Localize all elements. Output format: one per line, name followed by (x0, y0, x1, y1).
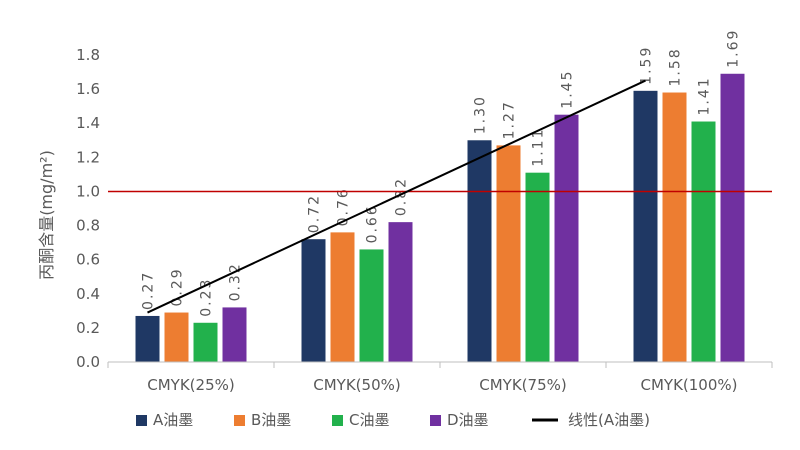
bar (301, 239, 326, 362)
data-label: 0.66 (365, 204, 381, 243)
y-ticks: 0.0 0.2 0.4 0.6 0.8 1.0 1.2 1.4 1.6 1.8 (76, 46, 100, 371)
data-label: 0.32 (228, 262, 244, 301)
legend-swatch (234, 415, 245, 426)
data-label: 1.11 (531, 128, 547, 167)
data-label: 1.27 (502, 100, 518, 139)
category-label: CMYK(100%) (640, 376, 737, 394)
y-tick-label: 1.8 (76, 46, 100, 64)
data-label: 1.59 (639, 46, 655, 85)
legend-label: B油墨 (251, 411, 291, 429)
bar (720, 73, 745, 362)
data-labels: 0.27 0.29 0.23 0.320.72 0.76 0.660.821.30 1.27… (141, 29, 742, 317)
bar (164, 312, 189, 362)
legend-label: A油墨 (153, 411, 193, 429)
data-label: 0.27 (141, 271, 157, 310)
data-label: 1.41 (697, 76, 713, 115)
legend-swatch (332, 415, 343, 426)
bar (330, 232, 355, 362)
y-tick-label: 0.2 (76, 319, 100, 337)
bar (467, 140, 492, 362)
y-tick-label: 0.0 (76, 353, 100, 371)
bar (222, 307, 247, 362)
category-label: CMYK(25%) (147, 376, 234, 394)
bar (388, 222, 413, 362)
y-tick-label: 1.0 (76, 182, 100, 200)
category-label: CMYK(50%) (313, 376, 400, 394)
y-tick-label: 1.2 (76, 148, 100, 166)
legend: A油墨 B油墨 C油墨 D油墨 线性(A油墨) (136, 411, 650, 429)
data-label: 0.82 (394, 177, 410, 216)
data-label: 1.69 (726, 29, 742, 68)
data-label: 1.30 (473, 95, 489, 134)
bar (633, 90, 658, 363)
bar (691, 121, 716, 363)
category-label: CMYK(75%) (479, 376, 566, 394)
data-label: 1.58 (668, 47, 684, 86)
data-label: 0.72 (307, 194, 323, 233)
data-label: 0.76 (336, 187, 352, 226)
bar (135, 315, 160, 362)
bar (554, 114, 579, 362)
legend-label: C油墨 (349, 411, 389, 429)
data-label: 1.45 (560, 70, 576, 109)
category-labels: CMYK(25%) CMYK(50%) CMYK(75%) CMYK(100%) (107, 362, 773, 394)
bar (496, 145, 521, 362)
legend-swatch (430, 415, 441, 426)
bars (135, 73, 745, 363)
y-tick-label: 0.6 (76, 251, 100, 269)
y-tick-label: 1.6 (76, 80, 100, 98)
legend-swatch (136, 415, 147, 426)
legend-label: 线性(A油墨) (568, 411, 650, 429)
bar (193, 322, 218, 362)
y-tick-label: 1.4 (76, 114, 100, 132)
bar (662, 92, 687, 363)
trendline (147, 79, 646, 314)
y-tick-label: 0.4 (76, 285, 100, 303)
bar (525, 172, 550, 362)
legend-label: D油墨 (447, 411, 489, 429)
y-tick-label: 0.8 (76, 217, 100, 235)
bar (359, 249, 384, 362)
y-axis-label: 丙酮含量(mg/m²) (37, 150, 56, 280)
